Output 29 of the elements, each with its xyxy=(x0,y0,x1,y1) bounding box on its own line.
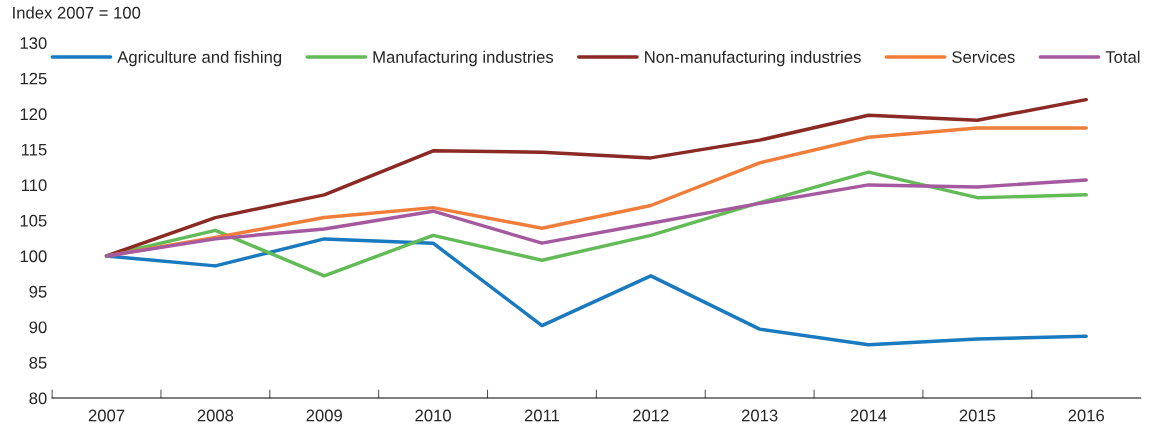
y-tick-label: 105 xyxy=(20,214,47,227)
y-axis-title: Index 2007 = 100 xyxy=(13,6,141,19)
x-tick-label: 2012 xyxy=(633,409,669,422)
y-tick-label: 110 xyxy=(21,179,47,192)
legend-label: Manufacturing industries xyxy=(373,50,554,67)
x-tick-label: 2011 xyxy=(524,409,560,422)
line-series xyxy=(104,237,1088,347)
legend-label: Total xyxy=(1105,50,1140,63)
legend-label: Agriculture and fishing xyxy=(117,50,282,67)
x-tick-label: 2016 xyxy=(1068,409,1105,422)
y-tick-label: 125 xyxy=(20,72,47,85)
x-tick-label: 2014 xyxy=(850,409,887,422)
y-tick-label: 95 xyxy=(29,285,47,298)
legend-label: Non-manufacturing industries xyxy=(645,50,861,67)
y-tick-label: 85 xyxy=(29,356,47,369)
legend-label: Services xyxy=(952,50,1015,63)
line-series xyxy=(104,178,1088,258)
x-tick-label: 2007 xyxy=(88,409,125,422)
y-tick-label: 90 xyxy=(29,321,47,334)
x-tick-label: 2008 xyxy=(197,409,234,422)
x-tick-label: 2009 xyxy=(306,409,342,422)
x-tick-label: 2015 xyxy=(959,409,996,422)
x-tick-label: 2013 xyxy=(741,409,778,422)
x-tick-label: 2010 xyxy=(415,409,451,422)
y-tick-label: 80 xyxy=(29,392,47,405)
y-tick-label: 120 xyxy=(20,108,47,121)
y-tick-label: 100 xyxy=(20,250,47,263)
y-tick-label: 130 xyxy=(20,37,47,49)
y-tick-label: 115 xyxy=(21,143,47,156)
